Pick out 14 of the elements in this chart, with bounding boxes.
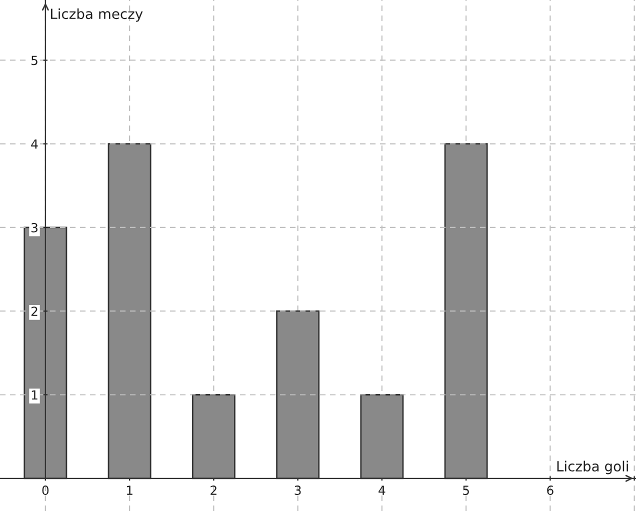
y-tick-label: 4: [31, 139, 38, 149]
x-tick-label: 1: [126, 486, 132, 495]
y-tick-label: 5: [31, 56, 38, 66]
y-tick-label: 2: [31, 306, 38, 316]
x-tick-label: 2: [210, 486, 216, 495]
x-tick-label: 6: [547, 486, 554, 496]
x-tick-label: 4: [378, 486, 386, 495]
x-axis-title: Liczba goli: [557, 460, 628, 474]
x-tick-label: 0: [42, 486, 49, 496]
x-tick-label: 5: [463, 486, 469, 496]
y-tick-label: 3: [31, 222, 38, 232]
x-tick-label: 3: [294, 486, 301, 496]
y-axis-title: Liczba meczy: [51, 8, 143, 22]
y-tick-label: 1: [32, 390, 38, 400]
